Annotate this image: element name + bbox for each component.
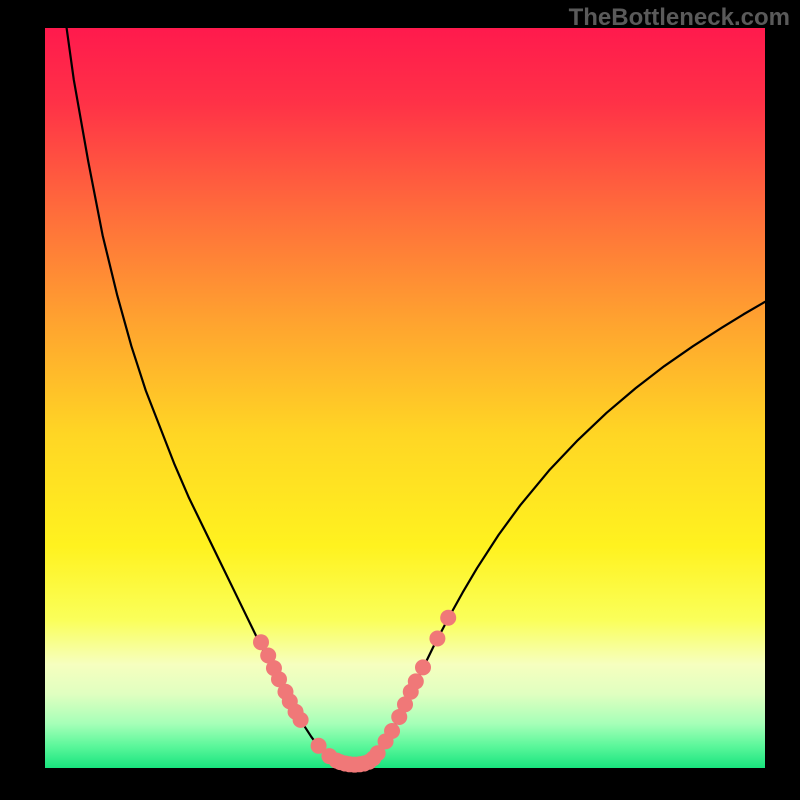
data-marker (429, 631, 445, 647)
data-marker (408, 673, 424, 689)
data-marker (440, 610, 456, 626)
data-marker (293, 712, 309, 728)
watermark-text: TheBottleneck.com (569, 4, 790, 32)
bottleneck-chart (0, 0, 800, 800)
data-marker (384, 723, 400, 739)
plot-background (45, 28, 765, 768)
data-marker (415, 659, 431, 675)
